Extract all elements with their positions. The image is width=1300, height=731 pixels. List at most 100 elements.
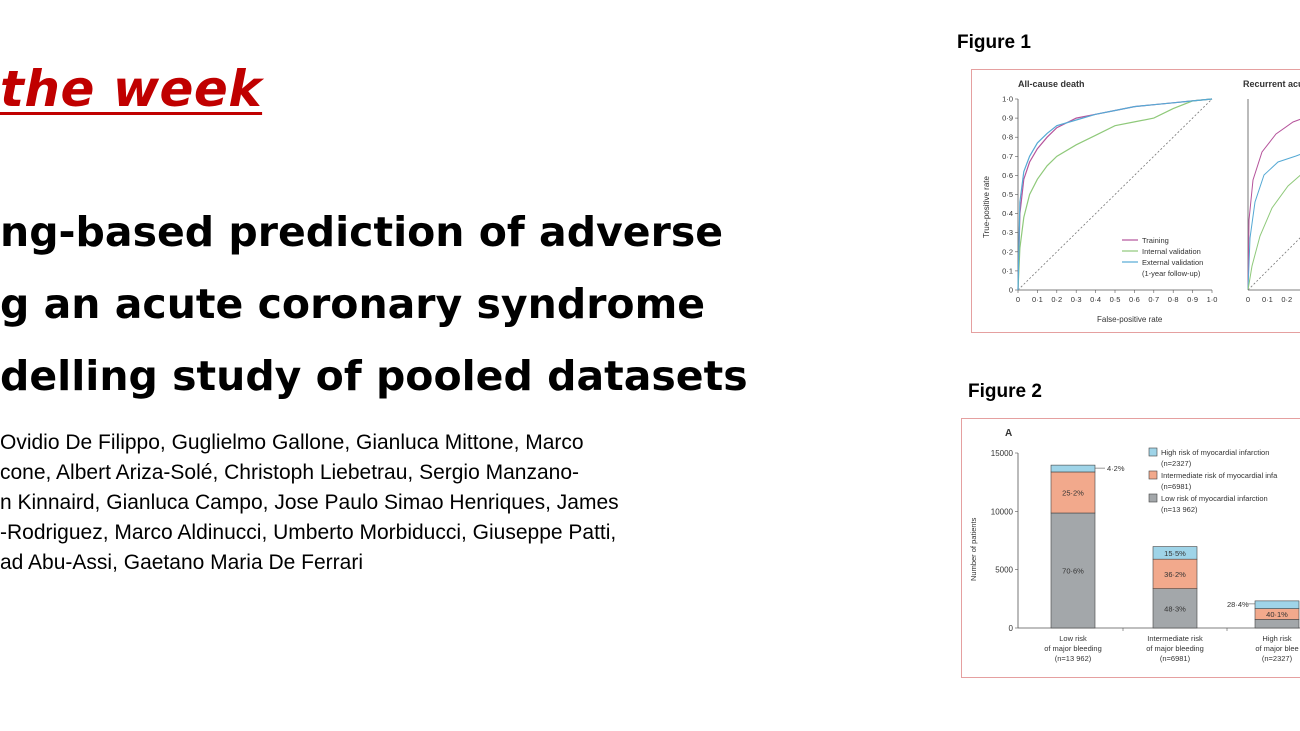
bar-y-tick-label: 10000: [991, 507, 1014, 516]
roc-axes: 0 0·1 0·2 0·3 0·4 0·5 0·6 0·7 0·8 0·9 1·0 0 0·1 0·2 0·…: [1002, 95, 1217, 305]
bar-legend-count: (n=13 962): [1161, 505, 1198, 514]
figure-1-label: Figure 1: [957, 32, 1031, 53]
author-line: -Rodriguez, Marco Aldinucci, Umberto Mor…: [0, 521, 617, 544]
roc-x-tick-label: 0·3: [1071, 295, 1082, 304]
bar-category-label: of major bleeding: [1044, 644, 1102, 653]
roc-panel2-curve: [1247, 118, 1300, 291]
bar-legend-count: (n=2327): [1161, 459, 1192, 468]
bar-segment-low-mi: [1254, 619, 1300, 629]
bar-percent-label: 28·4%: [1227, 600, 1249, 609]
roc-legend-label: (1-year follow-up): [1142, 269, 1201, 278]
roc-chart: All-cause death Recurrent acu False-posi…: [982, 79, 1300, 324]
bar-legend-count: (n=6981): [1161, 482, 1192, 491]
roc-panel2-tick-label: 0: [1246, 295, 1250, 304]
roc-panel2-tick-label: 0·1: [1262, 295, 1273, 304]
bar-segment-intermediate-mi: [1050, 471, 1096, 514]
roc-reference-diagonal: [1017, 98, 1213, 291]
roc-y-axis-label: True-positive rate: [982, 176, 991, 239]
paper-title: ng-based prediction of adverse g an acut…: [0, 196, 770, 412]
roc-legend-label: Training: [1142, 236, 1169, 245]
paper-title-line: delling study of pooled datasets: [0, 352, 748, 400]
roc-x-axis-label: False-positive rate: [1097, 315, 1163, 324]
roc-legend: Training Internal validation External vali…: [1122, 236, 1203, 278]
roc-x-tick-label: 1·0: [1207, 295, 1218, 304]
bar-category-label: of major bleeding: [1146, 644, 1204, 653]
figure-1-panel: All-cause death Recurrent acu False-posi…: [971, 69, 1300, 333]
roc-y-tick-label: 0: [1009, 286, 1013, 295]
roc-y-tick-label: 0·9: [1002, 114, 1013, 123]
roc-y-tick-label: 1·0: [1002, 95, 1013, 104]
roc-legend-label: External validation: [1142, 258, 1203, 267]
roc-lines: [1017, 98, 1213, 291]
roc-y-tick-label: 0·8: [1002, 133, 1013, 142]
roc-panel2-curve: [1247, 153, 1300, 291]
bar-percent-label: 70·6%: [1062, 567, 1084, 576]
paper-title-line: ng-based prediction of adverse: [0, 208, 724, 256]
bar-chart: A Number of patients 0 5000 10000 15000 70·…: [969, 428, 1300, 663]
bar-legend-label: High risk of myocardial infarction: [1161, 448, 1269, 457]
bar-category-label: of major blee: [1255, 644, 1298, 653]
roc-x-tick-label: 0·1: [1032, 295, 1043, 304]
roc-x-tick-label: 0·7: [1148, 295, 1159, 304]
bar-category-label: High risk: [1262, 634, 1291, 643]
bar-category-label: Low risk: [1059, 634, 1087, 643]
roc-internal-validation-line: [1017, 98, 1213, 291]
bar-segment-low-mi: [1050, 512, 1096, 629]
roc-y-tick-label: 0·6: [1002, 171, 1013, 180]
bar-category-label: (n=13 962): [1055, 654, 1092, 663]
roc-y-tick-label: 0·3: [1002, 228, 1013, 237]
bar-y-tick-label: 0: [1009, 624, 1014, 633]
roc-y-tick-label: 0·5: [1002, 190, 1013, 199]
bar-y-axis-label: Number of patients: [969, 517, 978, 581]
author-list: Ovidio De Filippo, Guglielmo Gallone, Gi…: [0, 428, 790, 578]
roc-panel2-diagonal: [1247, 237, 1300, 291]
author-line: ad Abu-Assi, Gaetano Maria De Ferrari: [0, 551, 363, 574]
bar-percent-label: 25·2%: [1062, 488, 1084, 497]
bar-percent-label: 36·2%: [1164, 570, 1186, 579]
bar-legend-swatch: [1148, 493, 1158, 503]
bar-percent-label: 15·5%: [1164, 549, 1186, 558]
paper-title-line: g an acute coronary syndrome: [0, 280, 706, 328]
roc-y-tick-label: 0·2: [1002, 247, 1013, 256]
roc-panel-2: 00·10·20·3: [1246, 99, 1300, 304]
bar-category-label: Intermediate risk: [1147, 634, 1203, 643]
roc-legend-label: Internal validation: [1142, 247, 1201, 256]
roc-x-tick-label: 0·6: [1129, 295, 1140, 304]
bar-panel-letter: A: [1005, 428, 1012, 439]
figure-2-panel: A Number of patients 0 5000 10000 15000 70·…: [961, 418, 1300, 678]
bar-percent-label: 4·2%: [1107, 464, 1125, 473]
roc-external-validation-line: [1017, 98, 1213, 291]
roc-y-tick-label: 0·1: [1002, 266, 1013, 275]
author-line: Ovidio De Filippo, Guglielmo Gallone, Gi…: [0, 431, 584, 454]
bar-legend-label: Low risk of myocardial infarction: [1161, 494, 1268, 503]
bar-percent-label: 40·1%: [1266, 610, 1288, 619]
figure-2-label: Figure 2: [968, 381, 1042, 402]
author-line: cone, Albert Ariza-Solé, Christoph Liebe…: [0, 461, 579, 484]
bar-segment-high-mi: [1254, 600, 1300, 609]
roc-y-tick-label: 0·7: [1002, 152, 1013, 161]
author-line: n Kinnaird, Gianluca Campo, Jose Paulo S…: [0, 491, 619, 514]
bar-segment-high-mi: [1050, 464, 1096, 473]
bar-legend-label: Intermediate risk of myocardial infa: [1161, 471, 1278, 480]
roc-panel2-title: Recurrent acu: [1243, 79, 1300, 89]
roc-x-tick-label: 0: [1016, 295, 1020, 304]
bar-category-label: (n=2327): [1262, 654, 1293, 663]
roc-x-tick-label: 0·5: [1110, 295, 1121, 304]
roc-panel2-tick-label: 0·2: [1281, 295, 1292, 304]
bar-percent-label: 48·3%: [1164, 604, 1186, 613]
roc-panel-title: All-cause death: [1018, 79, 1085, 89]
roc-panel2-curve: [1247, 174, 1300, 291]
bar-segment-high-mi: [1152, 546, 1198, 560]
roc-x-tick-label: 0·2: [1051, 295, 1062, 304]
roc-x-tick-label: 0·4: [1090, 295, 1101, 304]
bar-legend-swatch: [1148, 447, 1158, 457]
bar-legend: High risk of myocardial infarction (n=232…: [1148, 447, 1278, 514]
bar-y-tick-label: 5000: [995, 566, 1013, 575]
roc-y-tick-label: 0·4: [1002, 209, 1013, 218]
bar-legend-swatch: [1148, 470, 1158, 480]
bar-category-label: (n=6981): [1160, 654, 1191, 663]
roc-x-tick-label: 0·8: [1168, 295, 1179, 304]
bar-y-tick-label: 15000: [991, 449, 1014, 458]
roc-x-tick-label: 0·9: [1187, 295, 1198, 304]
